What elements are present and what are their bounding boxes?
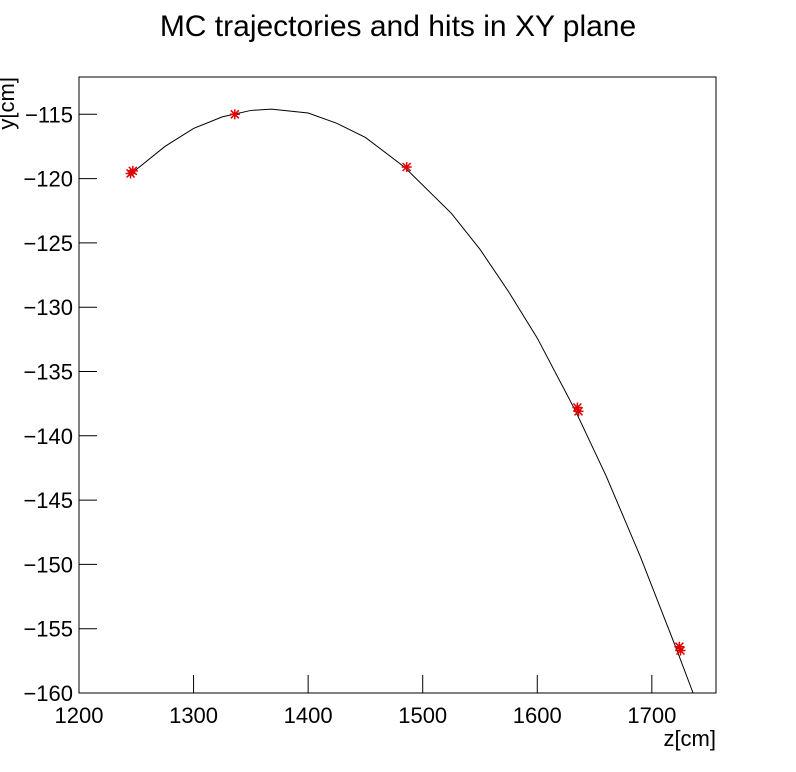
marker-stroke bbox=[128, 166, 138, 176]
x-tick-label: 1600 bbox=[513, 703, 562, 728]
hit-marker bbox=[573, 406, 584, 417]
y-tick-label: −120 bbox=[23, 167, 73, 192]
x-tick-label: 1400 bbox=[284, 703, 333, 728]
y-tick-label: −155 bbox=[23, 617, 73, 642]
x-tick-label: 1700 bbox=[627, 703, 676, 728]
hit-marker bbox=[229, 109, 240, 120]
marker-stroke bbox=[402, 162, 412, 172]
hit-marker bbox=[127, 165, 138, 176]
y-tick-label: −150 bbox=[23, 552, 73, 577]
trajectory bbox=[127, 108, 694, 694]
chart-title: MC trajectories and hits in XY plane bbox=[160, 10, 636, 43]
y-tick-label: −130 bbox=[23, 295, 73, 320]
y-tick-label: −145 bbox=[23, 488, 73, 513]
x-tick-label: 1200 bbox=[55, 703, 104, 728]
y-tick-label: −115 bbox=[25, 102, 73, 127]
plot-frame bbox=[78, 76, 717, 694]
y-tick-label: −140 bbox=[23, 424, 73, 449]
hit-marker bbox=[401, 162, 412, 173]
x-axis-label: z[cm] bbox=[663, 726, 716, 751]
y-tick-label: −160 bbox=[23, 681, 73, 706]
marker-stroke bbox=[572, 402, 582, 413]
x-tick-label: 1300 bbox=[169, 703, 218, 728]
marker-stroke bbox=[675, 646, 686, 656]
hit-marker bbox=[675, 645, 686, 656]
y-axis-label: y[cm] bbox=[0, 77, 19, 130]
y-tick-label: −135 bbox=[23, 359, 73, 384]
y-tick-label: −125 bbox=[23, 231, 73, 256]
marker-stroke bbox=[230, 109, 240, 119]
marker-stroke bbox=[674, 642, 684, 652]
marker-stroke bbox=[573, 406, 584, 416]
x-tick-label: 1500 bbox=[398, 703, 447, 728]
